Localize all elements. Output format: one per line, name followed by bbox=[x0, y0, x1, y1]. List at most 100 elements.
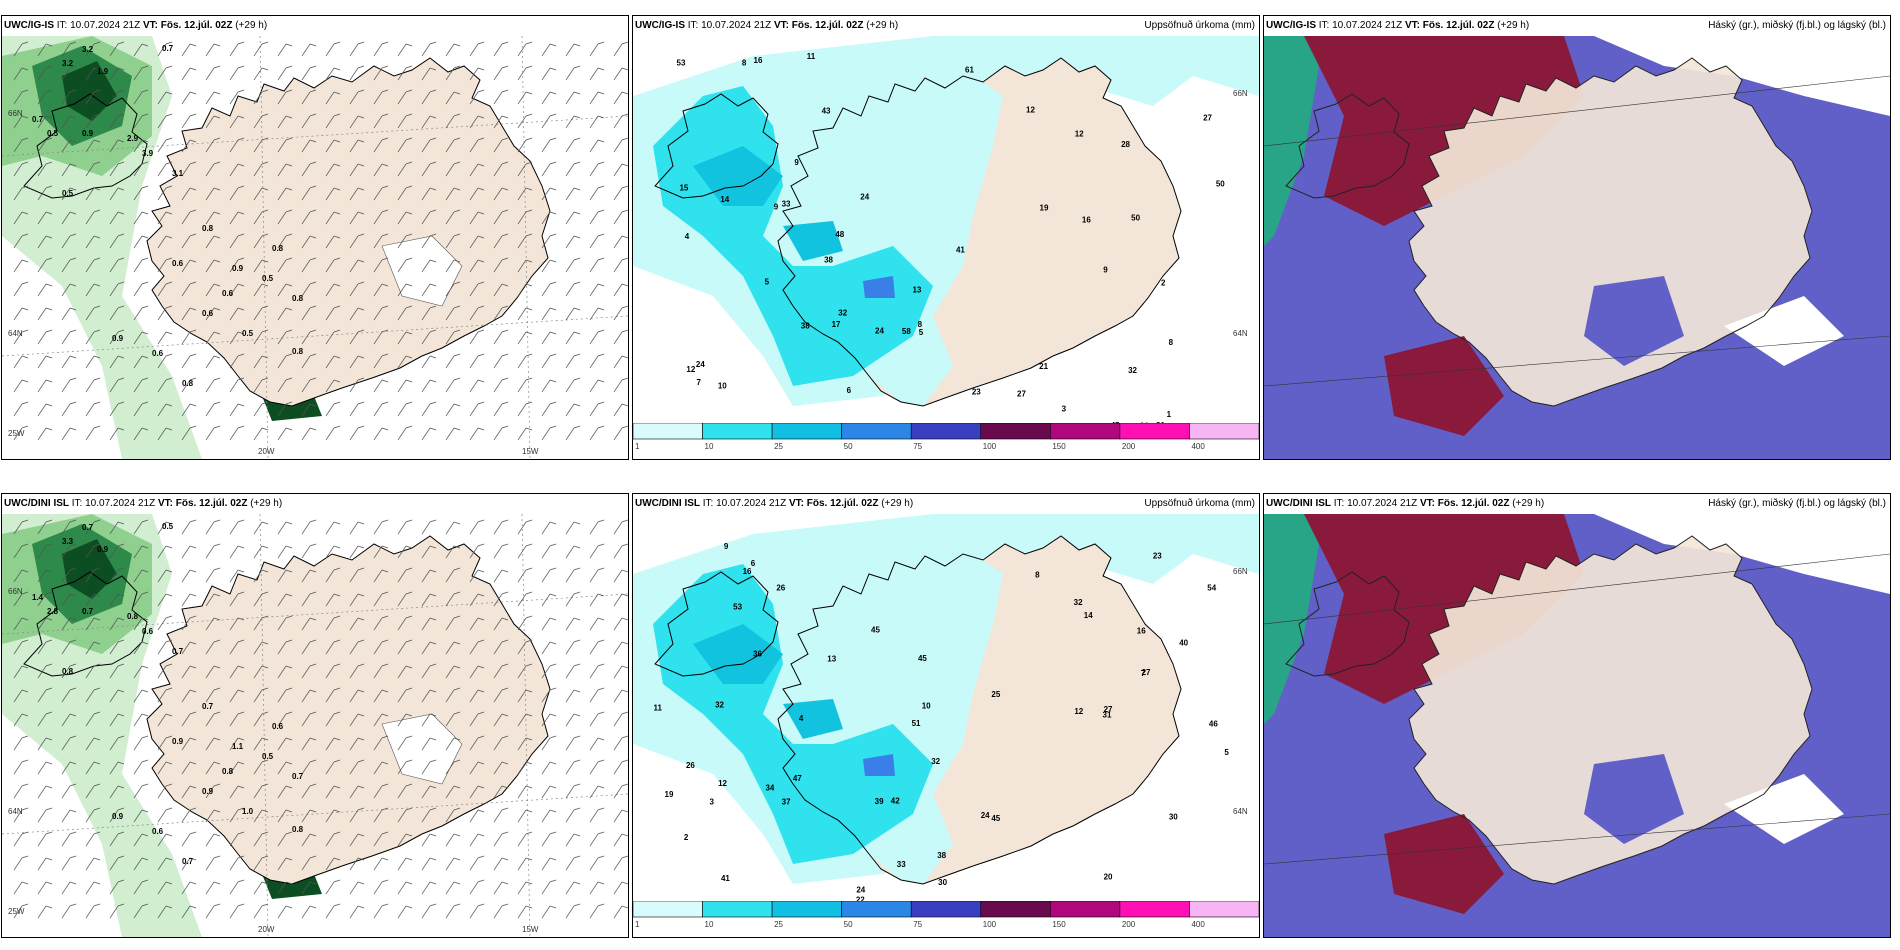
iceland-coastline bbox=[1408, 57, 1813, 407]
wind-barb bbox=[541, 259, 551, 273]
wind-barb bbox=[157, 163, 167, 177]
colorbar-segment bbox=[841, 423, 912, 440]
wind-barb bbox=[397, 689, 407, 703]
wind-barb bbox=[373, 737, 383, 751]
wind-barb bbox=[253, 259, 263, 273]
wind-barb-flag bbox=[597, 759, 605, 763]
wind-barb-flag bbox=[573, 591, 581, 595]
wind-barb-flag bbox=[93, 355, 101, 359]
wind-barb-flag bbox=[549, 67, 557, 71]
iceland-coastline bbox=[777, 57, 1182, 407]
wind-barb bbox=[13, 737, 23, 751]
wind-barb bbox=[85, 569, 95, 583]
precip-amount-label: 16 bbox=[1137, 626, 1146, 635]
precip-amount-label: 31 bbox=[1103, 711, 1112, 720]
wind-barb-flag bbox=[357, 65, 365, 69]
wind-barb-flag bbox=[525, 881, 533, 885]
wind-barb bbox=[349, 139, 359, 153]
wind-barb-flag bbox=[21, 233, 29, 237]
wind-barb bbox=[205, 43, 215, 57]
wind-barb bbox=[565, 331, 575, 345]
wind-barb bbox=[541, 737, 551, 751]
wind-barb-flag bbox=[141, 305, 149, 309]
wind-barb-flag bbox=[477, 809, 485, 813]
wind-barb-flag bbox=[21, 903, 29, 907]
valid-time: VT: Fös. 12.júl. 02Z bbox=[142, 20, 233, 31]
wind-barb bbox=[61, 211, 71, 225]
wind-barb bbox=[517, 809, 527, 823]
wind-barb bbox=[397, 881, 407, 895]
wind-barb-flag bbox=[213, 593, 221, 597]
wind-barb bbox=[277, 403, 287, 417]
wind-barb-flag bbox=[621, 641, 628, 645]
wind-barb bbox=[541, 809, 551, 823]
precip-amount-label: 45 bbox=[991, 814, 1000, 823]
wind-barb-flag bbox=[597, 91, 605, 95]
wind-barb bbox=[37, 641, 47, 655]
wind-barb bbox=[469, 569, 479, 583]
wind-barb-flag bbox=[189, 807, 197, 811]
wind-barb bbox=[565, 833, 575, 847]
wind-barb-flag bbox=[213, 331, 221, 335]
wind-barb-flag bbox=[261, 427, 269, 431]
precip-amount-label: 48 bbox=[835, 230, 844, 239]
wind-barb-flag bbox=[93, 67, 101, 71]
wind-barb bbox=[613, 403, 623, 417]
wind-barb-flag bbox=[213, 283, 221, 287]
wind-barb bbox=[445, 905, 455, 919]
wind-barb bbox=[421, 665, 431, 679]
wind-barb-flag bbox=[405, 355, 413, 359]
wind-barb-flag bbox=[333, 329, 341, 333]
wind-barb-flag bbox=[597, 711, 605, 715]
wind-barb-flag bbox=[69, 831, 77, 835]
wind-barb bbox=[205, 67, 215, 81]
wind-barb bbox=[589, 881, 599, 895]
wind-barb-flag bbox=[405, 735, 413, 739]
cloud-map-panel-row1: UWC/IG-IS IT: 10.07.2024 21Z VT: Fös. 12… bbox=[1263, 15, 1891, 460]
wind-barb-flag bbox=[117, 113, 125, 117]
wind-barb bbox=[565, 427, 575, 441]
precip-amount-label: 32 bbox=[1074, 598, 1083, 607]
wind-barb-flag bbox=[213, 761, 221, 765]
wind-barb-flag bbox=[333, 831, 341, 835]
precip-amount-label: 0.8 bbox=[222, 767, 234, 776]
wind-barb bbox=[565, 211, 575, 225]
wind-barb-flag bbox=[141, 665, 149, 669]
wind-barb bbox=[133, 833, 143, 847]
wind-barb bbox=[589, 139, 599, 153]
wind-barb bbox=[181, 67, 191, 81]
wind-barb bbox=[589, 187, 599, 201]
wind-barb bbox=[565, 809, 575, 823]
wind-barb bbox=[37, 403, 47, 417]
wind-barb-flag bbox=[189, 91, 197, 95]
wind-barb bbox=[109, 139, 119, 153]
clear-patch-southeast bbox=[1724, 774, 1844, 844]
wind-barb bbox=[253, 307, 263, 321]
precip-amount-label: 39 bbox=[875, 797, 884, 806]
axis-label: 15W bbox=[522, 447, 539, 456]
precip-map-panel-row2: UWC/DINI ISL IT: 10.07.2024 21Z VT: Fös.… bbox=[632, 493, 1260, 938]
wind-barb bbox=[277, 427, 287, 441]
wind-barb bbox=[421, 163, 431, 177]
wind-map-panel-row2: UWC/DINI ISL IT: 10.07.2024 21Z VT: Fös.… bbox=[1, 493, 629, 938]
wind-barb-flag bbox=[237, 831, 245, 835]
wind-barb-flag bbox=[501, 639, 509, 643]
init-time: IT: 10.07.2024 21Z bbox=[687, 20, 772, 31]
wind-barb bbox=[325, 403, 335, 417]
wind-barb bbox=[157, 785, 167, 799]
wind-barb-flag bbox=[597, 233, 605, 237]
wind-barb bbox=[421, 713, 431, 727]
wind-barb bbox=[589, 905, 599, 919]
wind-barb bbox=[469, 593, 479, 607]
wind-barb bbox=[565, 761, 575, 775]
wind-barb-flag bbox=[261, 855, 269, 859]
wind-barb-flag bbox=[237, 545, 245, 549]
model-name: UWC/IG-IS bbox=[635, 20, 685, 31]
wind-barb bbox=[325, 139, 335, 153]
axis-label: 66N bbox=[1233, 89, 1248, 98]
wind-barb-flag bbox=[165, 137, 173, 141]
wind-barb bbox=[301, 641, 311, 655]
wind-barb-flag bbox=[477, 569, 485, 573]
wind-barb-flag bbox=[357, 639, 365, 643]
wind-barb bbox=[589, 665, 599, 679]
